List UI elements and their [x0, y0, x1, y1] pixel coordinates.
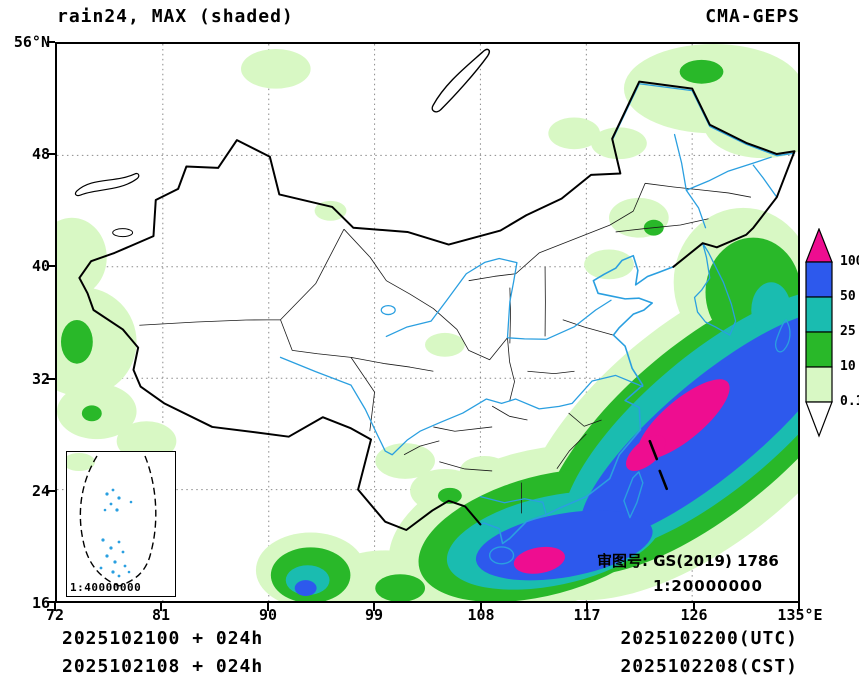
yangtze-river	[279, 356, 644, 456]
axis-tick	[47, 153, 55, 155]
lon-label-90: 90	[258, 606, 278, 624]
axis-tick	[54, 603, 56, 611]
axis-tick	[267, 603, 269, 611]
colorbar-seg-lt0.1	[805, 401, 833, 438]
songhua-nen-river	[673, 133, 778, 229]
inset-shading	[63, 453, 95, 471]
init-time-cst-label: 2025102108 + 024h	[62, 656, 264, 677]
colorbar-label-100: 100	[840, 254, 859, 269]
precip-shade-gt-100	[513, 379, 730, 574]
axis-tick	[586, 603, 588, 611]
colorbar-seg-50-100	[805, 261, 833, 298]
lat-label-24: 24	[31, 482, 50, 500]
map-approval-number: 审图号: GS(2019) 1786	[597, 552, 779, 570]
axis-tick	[47, 601, 55, 603]
chart-title: rain24, MAX (shaded)	[57, 6, 294, 27]
yellow-river	[385, 257, 612, 340]
colorbar-label-10: 10	[840, 359, 856, 374]
colorbar-label-25: 25	[840, 324, 856, 339]
nine-dash-line	[79, 455, 157, 587]
lat-label-32: 32	[31, 370, 50, 388]
colorbar-seg-25-50	[805, 296, 833, 333]
map-canvas	[57, 44, 798, 601]
lon-label-81: 81	[151, 606, 171, 624]
lat-label-40: 40	[31, 257, 50, 275]
colorbar-label-50: 50	[840, 289, 856, 304]
axis-tick	[798, 603, 800, 611]
axis-tick	[47, 490, 55, 492]
lon-label-108: 108	[467, 606, 495, 624]
colorbar-label-0.1: 0.1	[840, 394, 859, 409]
colorbar-canvas	[805, 227, 833, 438]
qinghai-lake	[380, 304, 396, 316]
korea-coast	[693, 242, 737, 336]
map-frame: 1:40000000 审图号: GS(2019) 1786 1:20000000	[55, 42, 800, 603]
lake-issyk-kul	[112, 228, 134, 238]
kyushu-coast	[775, 319, 791, 353]
axis-tick	[693, 603, 695, 611]
axis-tick	[373, 603, 375, 611]
lat-label-48: 48	[31, 145, 50, 163]
colorbar-seg-10-25	[805, 331, 833, 368]
lake-balkhash	[74, 172, 140, 197]
axis-tick	[480, 603, 482, 611]
colorbar: 100 50 25 10 0.1	[804, 227, 859, 440]
inset-canvas	[63, 453, 157, 587]
hainan-island	[488, 546, 515, 565]
pearl-river	[479, 496, 547, 516]
rivers-and-coast	[279, 83, 796, 565]
lat-label-16: 16	[31, 594, 50, 612]
axis-tick	[47, 41, 55, 43]
map-scale-label: 1:20000000	[653, 577, 763, 595]
lon-label-126: 126	[680, 606, 708, 624]
lon-label-135e: 135°E	[777, 606, 823, 624]
province-borders	[139, 182, 752, 514]
colorbar-seg-0.1-10	[805, 366, 833, 403]
valid-time-utc-label: 2025102200(UTC)	[620, 628, 798, 649]
lon-label-117: 117	[573, 606, 601, 624]
axis-tick	[47, 265, 55, 267]
init-time-utc-label: 2025102100 + 024h	[62, 628, 264, 649]
lon-label-99: 99	[364, 606, 384, 624]
maritime-boundary-dashes	[648, 439, 669, 491]
model-name: CMA-GEPS	[705, 6, 800, 27]
lat-label-56n: 56°N	[13, 33, 50, 51]
china-national-border	[78, 80, 796, 532]
inset-scale-label: 1:40000000	[70, 581, 142, 594]
axis-tick	[160, 603, 162, 611]
island-dots	[99, 488, 133, 578]
south-china-sea-inset: 1:40000000	[63, 451, 176, 597]
axis-tick	[47, 378, 55, 380]
colorbar-seg-gt100	[805, 227, 833, 263]
lake-baikal	[431, 48, 490, 113]
valid-time-cst-label: 2025102208(CST)	[620, 656, 798, 677]
taiwan-island	[623, 471, 644, 519]
lon-label-72: 72	[45, 606, 65, 624]
china-coastline	[479, 254, 675, 545]
